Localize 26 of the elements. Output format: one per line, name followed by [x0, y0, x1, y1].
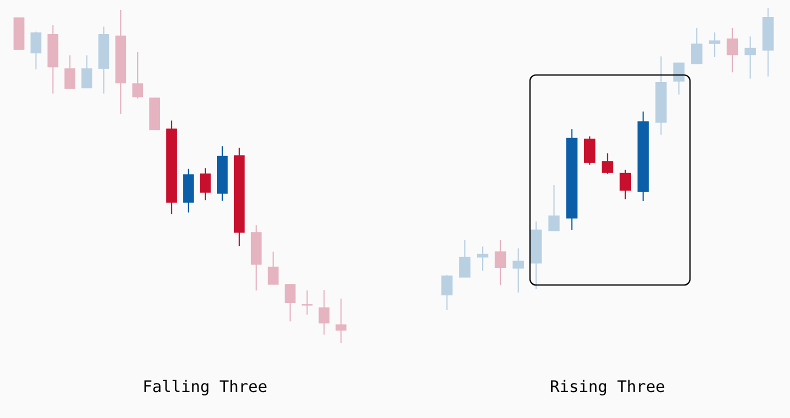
candlestick — [318, 289, 330, 336]
candlestick — [200, 168, 211, 201]
candlestick — [584, 136, 596, 166]
candlestick — [268, 251, 279, 285]
candlestick — [744, 36, 756, 80]
candlestick — [476, 246, 488, 272]
candlestick — [620, 169, 632, 200]
text: Falling Three — [144, 380, 266, 396]
candlestick — [691, 27, 702, 64]
candlestick — [441, 274, 453, 311]
candlestick — [81, 54, 92, 89]
candlestick — [132, 51, 144, 100]
candlestick — [30, 31, 42, 70]
candlestick — [602, 152, 614, 174]
candlestick — [284, 284, 296, 322]
candlestick — [512, 248, 524, 294]
candlestick — [64, 54, 76, 90]
candlestick — [708, 32, 720, 58]
candlestick — [459, 239, 470, 278]
text: Rising Three — [551, 380, 664, 396]
candlestick — [726, 27, 738, 73]
candlestick — [302, 290, 313, 316]
candlestick — [548, 184, 560, 232]
candlestick — [673, 62, 685, 96]
candlestick — [494, 239, 506, 286]
candlestick — [336, 298, 346, 344]
